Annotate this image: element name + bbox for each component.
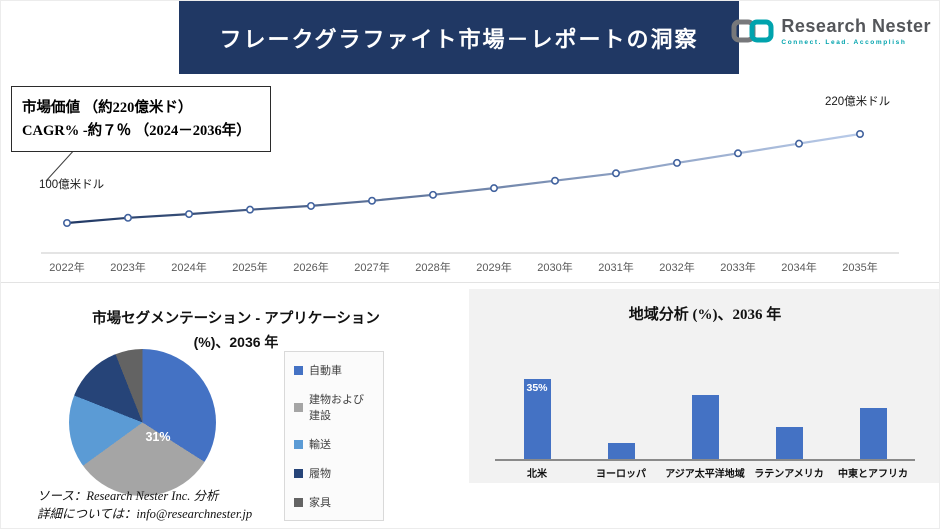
bar-ラテンアメリカ — [775, 426, 803, 459]
bar-chart-area: 35% — [495, 347, 915, 461]
x-axis-label: 2024年 — [171, 262, 207, 274]
x-axis-label: 2023年 — [110, 262, 146, 274]
brand-tagline: Connect. Lead. Accomplish — [781, 39, 907, 46]
pie-section-title: 市場セグメンテーション - アプリケーション — [92, 311, 380, 327]
contact-text: 詳細については：info@researchnester.jp — [37, 507, 253, 522]
bar-北米: 35% — [523, 378, 551, 459]
x-axis-label: 2034年 — [781, 262, 817, 274]
region-chart-panel: 地域分析 (%)、2036 年 35% 北米 ヨーロッパ アジア太平洋地域 ラテンアメ… — [469, 289, 939, 483]
legend-item: 履物 — [294, 465, 374, 481]
data-point-marker — [62, 219, 71, 228]
page-title: フレークグラファイト市場－レポートの洞察 — [219, 26, 699, 52]
data-point-marker — [855, 129, 864, 138]
legend-swatch — [294, 439, 303, 449]
bar-category-label: ヨーロッパ — [596, 469, 646, 480]
bar-slot — [663, 394, 747, 459]
bar-data-label: 35% — [526, 381, 548, 394]
bar-slot — [747, 426, 831, 459]
cagr-text: CAGR% -約７％ （2024－2036年） — [22, 123, 251, 139]
data-point-marker — [733, 149, 742, 158]
data-point-marker — [306, 201, 315, 210]
bar-中東とアフリカ — [859, 408, 887, 459]
x-axis-label: 2029年 — [476, 262, 512, 274]
data-point-marker — [489, 184, 498, 193]
bar-slot: 35% — [495, 378, 579, 459]
bar-ヨーロッパ — [607, 442, 635, 459]
line-chart — [41, 129, 899, 254]
legend-label: 自動車 — [309, 365, 342, 377]
data-point-marker — [124, 213, 133, 222]
market-value-text: 市場価値 （約220億米ド） — [22, 100, 193, 116]
region-chart-title: 地域分析 (%)、2036 年 — [628, 307, 782, 323]
start-value-label: 100億米ドル — [39, 179, 105, 191]
data-point-marker — [428, 190, 437, 199]
legend-swatch — [294, 402, 303, 412]
x-axis-label: 2022年 — [49, 262, 85, 274]
bar-category-label: ラテンアメリカ — [754, 469, 824, 480]
pie-chart: 31% — [69, 349, 216, 496]
trend-line — [66, 132, 861, 225]
pie-section-subtitle: (%)、2036 年 — [193, 334, 279, 350]
market-info-box: 市場価値 （約220億米ド） CAGR% -約７％ （2024－2036年） — [11, 86, 271, 152]
x-axis-label: 2031年 — [598, 262, 634, 274]
x-axis-label: 2035年 — [842, 262, 878, 274]
bar-slot — [831, 408, 915, 459]
legend-label: 家具 — [309, 497, 331, 509]
legend-item: 自動車 — [294, 362, 374, 378]
data-point-marker — [611, 169, 620, 178]
bar-slot — [579, 442, 663, 459]
legend-swatch — [294, 365, 303, 375]
legend-item: 建物および建設 — [294, 391, 374, 423]
legend-item: 輸送 — [294, 436, 374, 452]
data-point-marker — [246, 205, 255, 214]
x-axis-label: 2033年 — [720, 262, 756, 274]
legend-swatch — [294, 468, 303, 478]
data-point-marker — [672, 158, 681, 167]
pie-legend: 自動車建物および建設輸送履物家具 — [284, 351, 384, 521]
data-point-marker — [550, 176, 559, 185]
trend-markers — [62, 129, 864, 228]
data-point-marker — [794, 139, 803, 148]
x-axis-label: 2030年 — [537, 262, 573, 274]
data-point-marker — [367, 196, 376, 205]
legend-label: 履物 — [309, 468, 331, 480]
logo-icon — [731, 16, 775, 51]
bar-category-label: 北米 — [527, 469, 547, 480]
logo-text: Research Nester Connect. Lead. Accomplis… — [781, 16, 931, 46]
x-axis-label: 2032年 — [659, 262, 695, 274]
x-axis-label: 2028年 — [415, 262, 451, 274]
bar-category-label: アジア太平洋地域 — [665, 469, 745, 480]
legend-label: 輸送 — [309, 439, 331, 451]
footer: ソース：Research Nester Inc. 分析 詳細については：info… — [37, 487, 252, 523]
x-axis-label: 2025年 — [232, 262, 268, 274]
brand-name: Research Nester — [781, 16, 931, 36]
legend-item: 家具 — [294, 494, 374, 510]
x-axis-label: 2026年 — [293, 262, 329, 274]
data-point-marker — [185, 210, 194, 219]
bar-category-label: 中東とアフリカ — [838, 469, 908, 480]
pie-data-label: 31% — [145, 429, 171, 444]
brand-logo: Research Nester Connect. Lead. Accomplis… — [731, 16, 931, 51]
x-axis: 2022年 2023年 2024年 2025年 2026年 2027年 2028年 2029年… — [46, 259, 881, 275]
source-text: ソース：Research Nester Inc. 分析 — [37, 489, 219, 503]
bar-category-row: 北米 ヨーロッパ アジア太平洋地域 ラテンアメリカ 中東とアフリカ — [495, 465, 915, 480]
legend-swatch — [294, 497, 303, 507]
section-divider — [1, 282, 939, 283]
end-value-label: 220億米ドル — [825, 96, 891, 108]
legend-label: 建物および建設 — [309, 394, 364, 422]
x-axis-label: 2027年 — [354, 262, 390, 274]
header-banner: フレークグラファイト市場－レポートの洞察 — [179, 1, 739, 74]
bar-アジア太平洋地域 — [691, 394, 719, 459]
